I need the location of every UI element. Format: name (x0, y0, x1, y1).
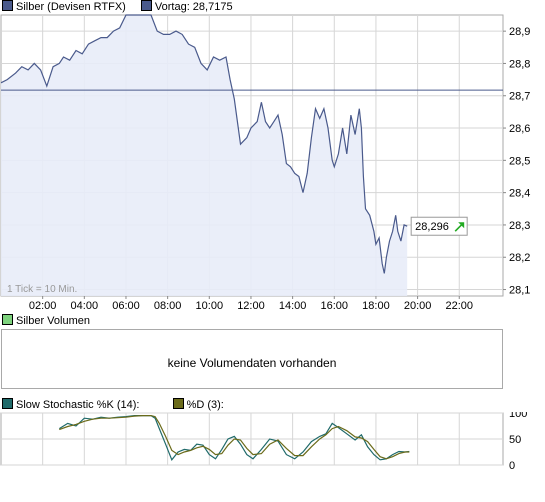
last-value-box (410, 216, 468, 236)
x-tick-label: 06:00 (112, 300, 140, 312)
d-line (59, 415, 410, 460)
x-tick-label: 10:00 (196, 300, 224, 312)
stoch-y-tick-label: 0 (509, 460, 515, 472)
volume-panel: keine Volumendaten vorhanden (1, 329, 503, 389)
legend-prev: Vortag: 28,7175 (140, 0, 233, 14)
volume-legend: Silber Volumen (2, 314, 102, 328)
legend-k-label: Slow Stochastic %K (14): (16, 399, 140, 411)
x-tick-label: 02:00 (29, 300, 57, 312)
price-chart: 02:00 04:00 06:00 08:00 10:00 12:00 14:00 16:00… (0, 14, 530, 312)
y-tick-label: 28,6 (509, 123, 530, 135)
legend-series-label: Silber (Devisen RTFX) (16, 1, 126, 13)
legend-series: Silber (Devisen RTFX) (2, 0, 126, 14)
stoch-chart: 0 50 100 (0, 412, 527, 472)
legend-d: %D (3): (172, 398, 224, 412)
x-tick-label: 16:00 (321, 300, 349, 312)
x-tick-label: 20:00 (404, 300, 432, 312)
y-tick-label: 28,2 (509, 252, 530, 264)
y-tick-label: 28,8 (509, 58, 530, 70)
y-tick-label: 28,7 (509, 91, 530, 103)
x-tick-label: 22:00 (445, 300, 473, 312)
stoch-legend: Slow Stochastic %K (14): %D (3): (2, 398, 236, 412)
series-line (0, 14, 408, 274)
y-tick-label: 28,3 (509, 220, 530, 232)
x-tick-label: 18:00 (362, 300, 390, 312)
d-swatch (172, 398, 184, 409)
volume-no-data-text: keine Volumendaten vorhanden (167, 356, 337, 370)
volume-swatch (2, 314, 13, 325)
legend-prev-label: Vortag: 28,7175 (154, 1, 233, 13)
y-tick-label: 28,9 (509, 26, 530, 38)
y-tick-label: 28,1 (509, 285, 530, 297)
k-swatch (2, 398, 13, 409)
legend-k: Slow Stochastic %K (14): (2, 398, 140, 412)
main-legend: Silber (Devisen RTFX) Vortag: 28,7175 (2, 0, 245, 14)
up-right-arrow-icon (454, 222, 465, 232)
y-tick-label: 28,5 (509, 155, 530, 167)
prev-swatch (140, 0, 152, 11)
legend-volume: Silber Volumen (2, 314, 90, 328)
stoch-y-tick-label: 100 (509, 412, 527, 420)
legend-d-label: %D (3): (186, 399, 224, 411)
last-value-label: 28,296 (415, 221, 449, 233)
x-tick-label: 04:00 (71, 300, 99, 312)
x-tick-label: 14:00 (279, 300, 307, 312)
tick-note: 1 Tick = 10 Min. (7, 284, 77, 295)
x-tick-label: 12:00 (237, 300, 265, 312)
legend-volume-label: Silber Volumen (16, 315, 90, 327)
stoch-y-tick-label: 50 (509, 434, 521, 446)
series-swatch (2, 0, 13, 11)
series-area (1, 15, 408, 296)
x-tick-label: 08:00 (154, 300, 182, 312)
y-tick-label: 28,4 (509, 188, 530, 200)
